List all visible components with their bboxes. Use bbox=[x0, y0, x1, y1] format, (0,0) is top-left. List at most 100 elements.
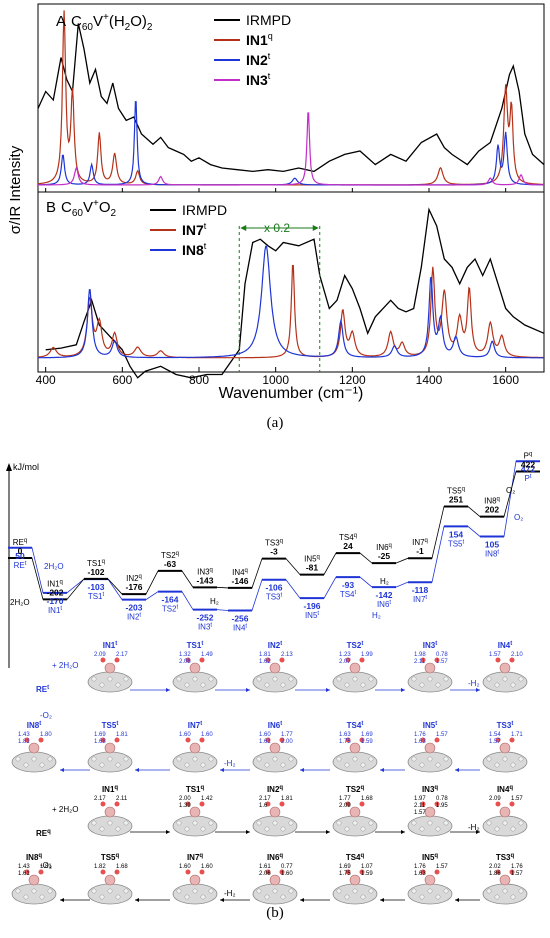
energy-annotation: H₂ bbox=[372, 611, 381, 620]
bond-length: 1.99 bbox=[361, 652, 373, 658]
bond-length: 2.11 bbox=[414, 659, 426, 665]
carbon-atom bbox=[123, 756, 129, 762]
step-label-plus-h2o: + 2H₂O bbox=[52, 661, 78, 670]
vanadium-atom bbox=[349, 662, 361, 674]
structure-label: TS5q bbox=[101, 853, 120, 862]
bond-length: 1.42 bbox=[201, 796, 213, 802]
fullerene-cage bbox=[332, 751, 378, 773]
oxygen-atom bbox=[114, 737, 120, 743]
oxygen-atom bbox=[345, 657, 351, 663]
structure-label: IN5q bbox=[422, 853, 438, 862]
x-tick-label: 1600 bbox=[492, 373, 519, 387]
energy-value-triplet: -118 bbox=[412, 585, 429, 595]
x-axis-ticks: 400 600 800 1000 1200 1400 1600 bbox=[36, 188, 519, 387]
fullerene-cage bbox=[252, 815, 298, 837]
vanadium-atom bbox=[189, 662, 201, 674]
structure-label: IN2t bbox=[268, 641, 282, 650]
oxygen-atom bbox=[199, 657, 205, 663]
carbon-atom bbox=[208, 676, 214, 682]
energy-value-triplet: -256 bbox=[231, 613, 248, 623]
step-arrowhead bbox=[326, 688, 330, 692]
energy-state-label-triplet: REt bbox=[14, 561, 27, 570]
carbon-atom bbox=[115, 894, 121, 900]
carbon-atom bbox=[123, 676, 129, 682]
energy-annotation: H₂ bbox=[210, 597, 219, 606]
energy-state-label-triplet: TS1t bbox=[88, 592, 105, 601]
carbon-atom bbox=[427, 756, 433, 762]
carbon-atom bbox=[288, 888, 294, 894]
carbon-atom bbox=[288, 676, 294, 682]
carbon-atom bbox=[200, 826, 206, 832]
carbon-atom bbox=[502, 676, 508, 682]
energy-value-quintet: 422 bbox=[521, 459, 535, 469]
bond-length: 1.43 bbox=[18, 864, 30, 870]
bond-length: 2.09 bbox=[94, 652, 106, 658]
carbon-atom bbox=[200, 894, 206, 900]
carbon-atom bbox=[427, 676, 433, 682]
fullerene-cage bbox=[407, 815, 453, 837]
energy-annotation: 2H₂O bbox=[44, 562, 64, 571]
structure-label: TS4t bbox=[347, 721, 364, 730]
structure-label: IN1t bbox=[103, 641, 117, 650]
energy-state-label-triplet: IN7t bbox=[413, 595, 427, 604]
energy-annotation: O₂ bbox=[506, 486, 515, 495]
oxygen-atom bbox=[24, 737, 30, 743]
panel-b-plot bbox=[38, 207, 545, 379]
oxygen-atom bbox=[509, 869, 515, 875]
carbon-atom bbox=[176, 820, 182, 826]
carbon-atom bbox=[272, 676, 278, 682]
carbon-atom bbox=[176, 676, 182, 682]
carbon-atom bbox=[31, 756, 37, 762]
carbon-atom bbox=[435, 894, 441, 900]
legend-label: IRMPD bbox=[246, 12, 291, 28]
oxygen-atom bbox=[509, 657, 515, 663]
carbon-atom bbox=[280, 894, 286, 900]
carbon-atom bbox=[107, 676, 113, 682]
carbon-atom bbox=[208, 820, 214, 826]
energy-value-quintet: -63 bbox=[164, 559, 177, 569]
oxygen-atom bbox=[114, 869, 120, 875]
energy-annotation: 2H₂O bbox=[10, 598, 30, 607]
energy-value-triplet: -203 bbox=[125, 603, 142, 613]
structure-quintet-row1: 1.77 1.68 2.09 TS2q bbox=[332, 785, 378, 837]
energy-value-triplet: -196 bbox=[303, 601, 320, 611]
step-arrowhead bbox=[476, 688, 480, 692]
caption-b: (b) bbox=[266, 905, 284, 921]
vanadium-atom bbox=[189, 874, 201, 886]
energy-state-label-triplet: IN1t bbox=[48, 606, 62, 615]
carbon-atom bbox=[443, 676, 449, 682]
carbon-atom bbox=[368, 888, 374, 894]
oxygen-atom bbox=[185, 869, 191, 875]
oxygen-atom bbox=[345, 869, 351, 875]
bond-length: 1.76 bbox=[414, 732, 426, 738]
vanadium-atom bbox=[499, 874, 511, 886]
energy-state-label-quintet: IN8q bbox=[484, 497, 500, 506]
carbon-atom bbox=[264, 762, 270, 768]
energy-value-quintet: -81 bbox=[306, 563, 319, 573]
oxygen-atom bbox=[38, 869, 44, 875]
energy-state-label-quintet: TS4q bbox=[339, 533, 357, 542]
energy-state-label-quintet: TS3q bbox=[265, 539, 283, 548]
bond-length: 1.60 bbox=[201, 864, 213, 870]
x-tick-label: 1200 bbox=[339, 373, 366, 387]
carbon-atom bbox=[23, 762, 29, 768]
carbon-atom bbox=[91, 676, 97, 682]
energy-value-quintet: 0 bbox=[18, 546, 23, 556]
structure-label: TS1t bbox=[187, 641, 204, 650]
energy-state-label-quintet: IN4q bbox=[232, 568, 248, 577]
bond-length: 0.77 bbox=[281, 864, 293, 870]
legend-label: IN8t bbox=[182, 241, 207, 258]
structure-label: IN1q bbox=[102, 785, 118, 794]
bond-length: 2.07 bbox=[339, 659, 351, 665]
energy-state-label-triplet: IN3t bbox=[198, 623, 212, 632]
bond-length: 2.06 bbox=[259, 871, 271, 877]
carbon-atom bbox=[336, 676, 342, 682]
carbon-atom bbox=[411, 756, 417, 762]
fullerene-cage bbox=[332, 815, 378, 837]
carbon-atom bbox=[518, 888, 524, 894]
structure-quintet-row2: 1.61 0.77 2.06 1.60 IN6q bbox=[252, 853, 298, 905]
fullerene-cage bbox=[407, 883, 453, 905]
fullerene-cage bbox=[482, 751, 528, 773]
energy-state-label-quintet: IN3q bbox=[197, 567, 213, 576]
